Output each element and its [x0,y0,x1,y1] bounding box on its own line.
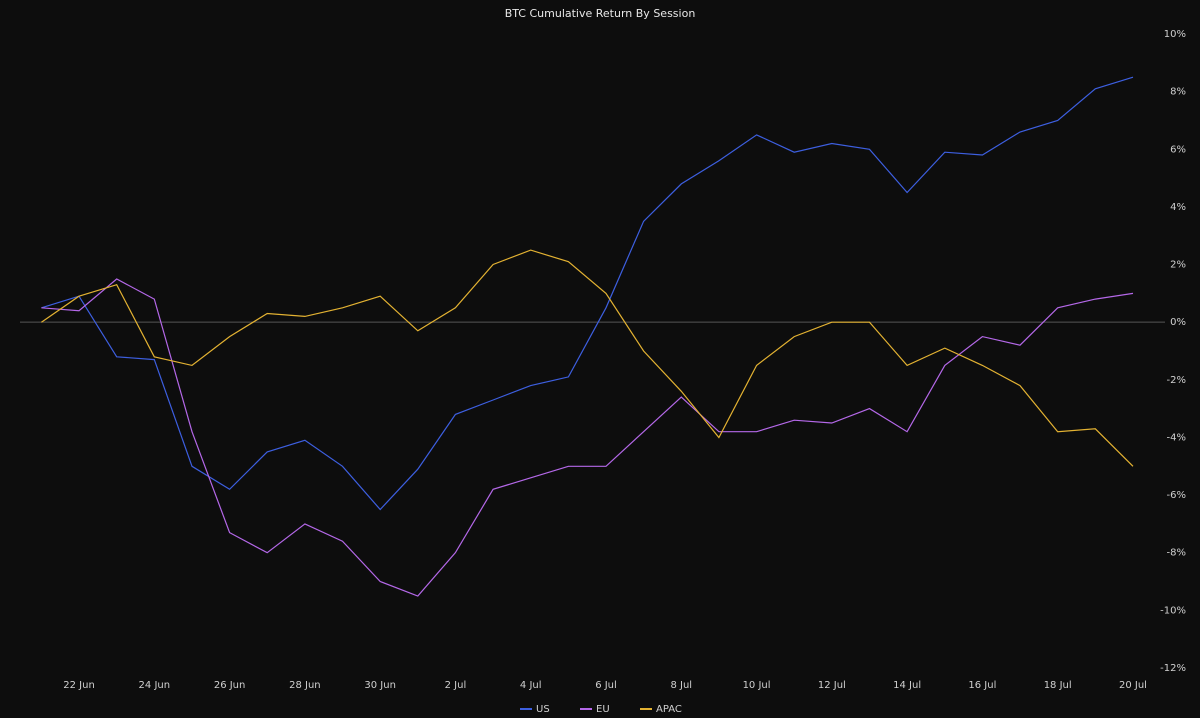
x-tick-label: 28 Jun [289,680,321,691]
y-tick-label: -6% [1167,490,1186,501]
y-tick-label: 8% [1170,87,1186,98]
x-tick-label: 14 Jul [893,680,921,691]
y-tick-label: -2% [1167,375,1186,386]
y-tick-label: 0% [1170,317,1186,328]
y-tick-label: 10% [1164,29,1186,40]
y-tick-label: -12% [1160,663,1186,674]
legend-label[interactable]: APAC [656,704,682,715]
series-line [41,76,1134,511]
series-line [41,249,1134,467]
y-tick-label: 2% [1170,260,1186,271]
y-tick-label: 6% [1170,144,1186,155]
x-tick-label: 2 Jul [445,680,467,691]
x-tick-label: 22 Jun [63,680,95,691]
y-tick-label: -10% [1160,605,1186,616]
x-tick-label: 18 Jul [1044,680,1072,691]
x-tick-label: 16 Jul [968,680,996,691]
x-tick-label: 4 Jul [520,680,542,691]
y-tick-label: -4% [1167,432,1186,443]
y-tick-label: -8% [1167,548,1186,559]
y-tick-label: 4% [1170,202,1186,213]
chart-title: BTC Cumulative Return By Session [505,7,696,20]
x-tick-label: 20 Jul [1119,680,1147,691]
x-tick-label: 6 Jul [595,680,617,691]
x-tick-label: 24 Jun [139,680,171,691]
x-tick-label: 8 Jul [670,680,692,691]
legend-label[interactable]: US [536,704,550,715]
x-tick-label: 12 Jul [818,680,846,691]
x-tick-label: 30 Jun [364,680,396,691]
x-tick-label: 10 Jul [743,680,771,691]
x-tick-label: 26 Jun [214,680,246,691]
legend-label[interactable]: EU [596,704,610,715]
series-line [41,278,1134,597]
